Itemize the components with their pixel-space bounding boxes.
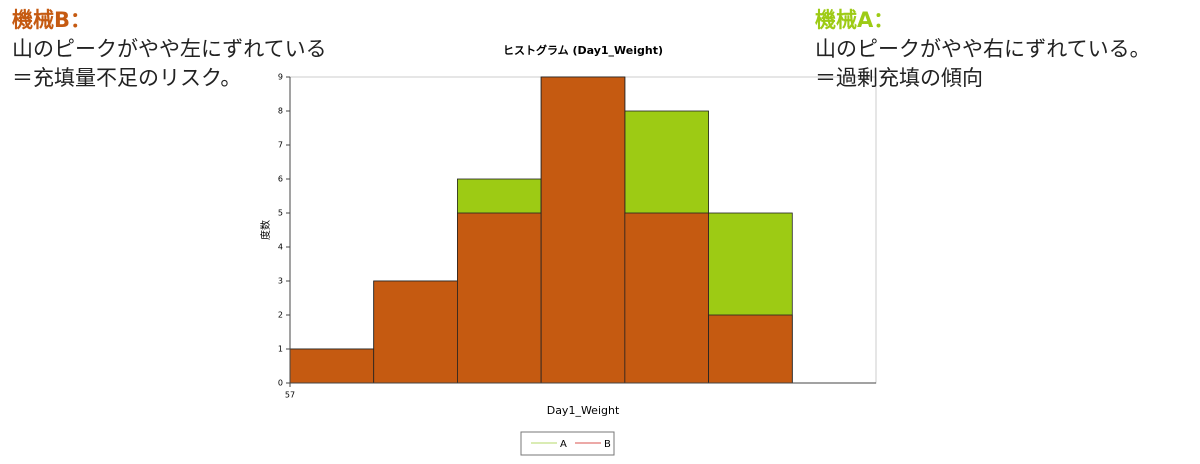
annotation: 機械A： 山のピークがやや右にずれている。 ＝過剰充填の傾向 [815, 6, 1151, 93]
y-tick-label: 6 [278, 175, 283, 184]
bar [373, 280, 458, 384]
y-tick-label: 4 [278, 243, 283, 252]
y-tick-label: 1 [278, 345, 283, 354]
annotation-line: ＝充填量不足のリスク。 [12, 66, 242, 90]
x-tick-label: 57 [285, 391, 295, 400]
y-axis-label: 度数 [259, 220, 272, 240]
y-tick-label: 2 [278, 311, 283, 320]
annotation-line: 山のピークがやや右にずれている。 [815, 37, 1151, 61]
bar [708, 314, 793, 384]
legend-label: A [560, 439, 567, 450]
x-axis-label: Day1_Weight [547, 404, 620, 417]
annotation-line: 山のピークがやや左にずれている [12, 37, 327, 61]
bar [289, 348, 375, 384]
chart-title: ヒストグラム (Day1_Weight) [503, 43, 663, 57]
y-tick-label: 8 [278, 107, 283, 116]
annotation-line: ＝過剰充填の傾向 [815, 66, 983, 90]
bar [457, 212, 542, 384]
y-tick-label: 3 [278, 277, 283, 286]
legend-label: B [604, 439, 611, 450]
legend-box [520, 431, 615, 456]
bar [540, 76, 626, 384]
annotation-heading: 機械B： [12, 8, 92, 32]
annotation-heading: 機械A： [815, 8, 895, 32]
y-tick-label: 7 [278, 141, 283, 150]
y-tick-label: 0 [278, 379, 283, 388]
y-tick-label: 5 [278, 209, 283, 218]
annotation: 機械B： 山のピークがやや左にずれている ＝充填量不足のリスク。 [12, 6, 327, 93]
bar [624, 212, 709, 384]
y-tick-label: 9 [278, 73, 283, 82]
